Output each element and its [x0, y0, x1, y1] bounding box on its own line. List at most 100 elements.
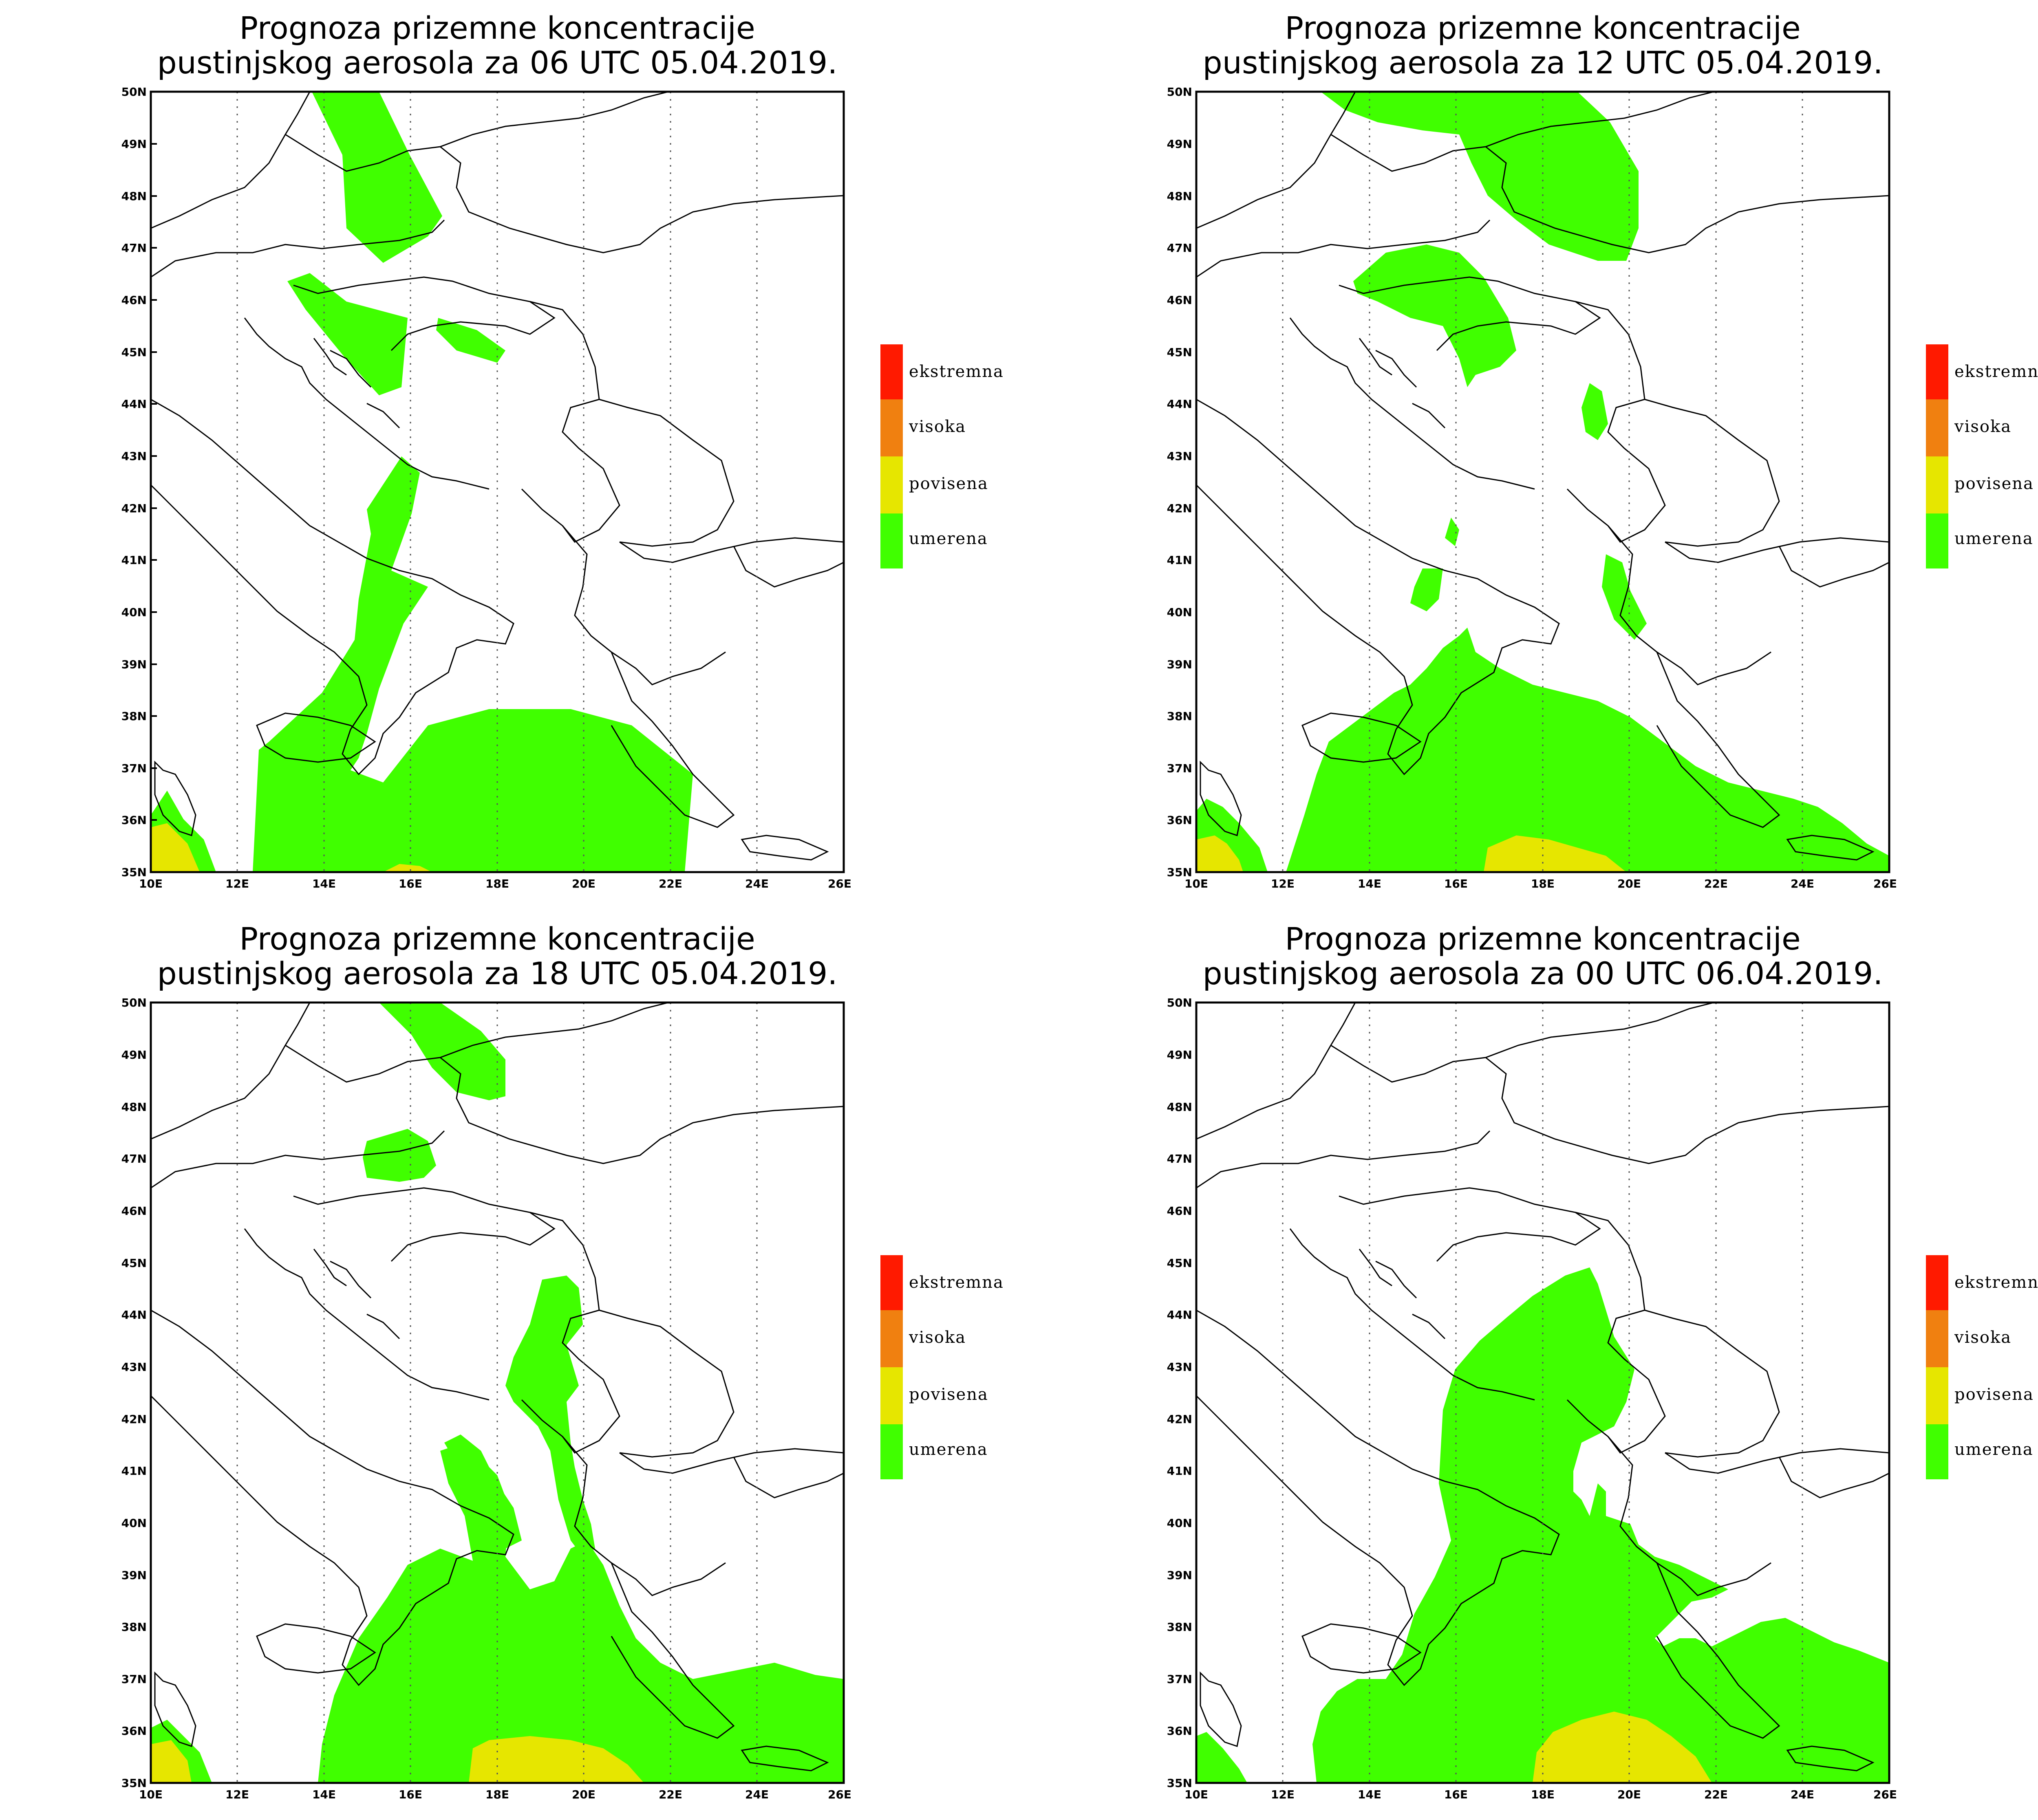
lat-tick-label: 43N — [1167, 1360, 1192, 1374]
legend: ekstremna visoka povisena umerena — [880, 344, 1003, 568]
aerosol-zone-moderate — [1196, 1732, 1247, 1783]
legend-swatch-extreme — [880, 344, 903, 399]
lon-tick-label: 12E — [225, 877, 249, 890]
lon-tick-label: 12E — [1271, 1788, 1295, 1801]
lat-tick-label: 42N — [121, 1412, 147, 1426]
lat-tick-label: 39N — [121, 658, 147, 671]
aerosol-zone-moderate — [1286, 628, 1889, 872]
legend-label-extreme: ekstremna — [1954, 362, 2038, 381]
aerosol-zone-elevated — [383, 864, 432, 872]
lat-axis: 35N 36N 37N 38N 39N 40N 41N 42N 43N 44N … — [121, 85, 157, 879]
lat-tick-label: 48N — [1167, 1100, 1192, 1114]
lon-tick-label: 10E — [1184, 1788, 1208, 1801]
lat-tick-label: 36N — [121, 813, 147, 827]
lat-tick-label: 41N — [121, 553, 147, 567]
aerosol-zone-moderate — [1410, 568, 1443, 611]
country-borders — [1196, 92, 1889, 861]
legend-label-elevated: povisena — [1954, 1385, 2034, 1404]
lon-axis: 10E 12E 14E 16E 18E 20E 22E 24E 26E — [1184, 1788, 1897, 1801]
aerosol-zone-elevated — [151, 1740, 192, 1783]
panel-4-title-line-1: Prognoza prizemne koncentracije — [1285, 921, 1801, 957]
lon-tick-label: 16E — [399, 1788, 422, 1801]
legend-label-elevated: povisena — [1954, 474, 2034, 493]
aerosol-zone-elevated — [1533, 1712, 1712, 1783]
lat-tick-label: 47N — [121, 1152, 147, 1166]
lat-tick-label: 47N — [1167, 1152, 1192, 1166]
lat-tick-label: 38N — [121, 709, 147, 723]
lon-tick-label: 14E — [312, 1788, 336, 1801]
lat-tick-label: 41N — [121, 1464, 147, 1478]
lon-tick-label: 22E — [659, 1788, 682, 1801]
panel-2-title-line-1: Prognoza prizemne koncentracije — [1285, 10, 1801, 46]
lat-tick-label: 39N — [121, 1569, 147, 1582]
lon-tick-label: 16E — [1444, 1788, 1468, 1801]
aerosol-zones — [1196, 92, 1889, 872]
lat-tick-label: 50N — [121, 85, 147, 99]
lon-gridlines — [236, 1003, 758, 1783]
lon-axis: 10E 12E 14E 16E 18E 20E 22E 24E 26E — [1184, 877, 1897, 890]
legend: ekstremna visoka povisena umerena — [880, 1255, 1003, 1479]
lat-tick-label: 50N — [121, 996, 147, 1009]
lon-tick-label: 14E — [1358, 1788, 1381, 1801]
lat-tick-label: 37N — [1167, 1672, 1192, 1686]
lat-tick-label: 44N — [121, 397, 147, 411]
lat-tick-label: 44N — [121, 1308, 147, 1322]
aerosol-zone-moderate — [379, 1003, 505, 1100]
panel-3-title-line-2: pustinjskog aerosola za 18 UTC 05.04.201… — [157, 955, 838, 992]
lon-gridlines — [1282, 1003, 1803, 1783]
lat-axis: 35N 36N 37N 38N 39N 40N 41N 42N 43N 44N … — [121, 996, 147, 1790]
lat-tick-label: 45N — [1167, 346, 1192, 359]
lat-tick-label: 40N — [1167, 1516, 1192, 1530]
map-frame — [150, 1001, 845, 1784]
legend-swatch-high — [880, 1310, 903, 1367]
aerosol-zone-moderate — [363, 1129, 436, 1182]
country-borders — [151, 1003, 844, 1772]
aerosol-zone-elevated — [469, 1736, 644, 1783]
lat-tick-label: 50N — [1167, 996, 1192, 1009]
lon-tick-label: 26E — [828, 877, 851, 890]
lat-tick-label: 44N — [1167, 397, 1192, 411]
legend-label-moderate: umerena — [1954, 1440, 2034, 1459]
lon-gridlines — [236, 92, 758, 872]
lat-tick-label: 36N — [1167, 813, 1192, 827]
legend-swatch-extreme — [1926, 1255, 1948, 1310]
aerosol-zones — [1196, 1267, 1889, 1783]
lon-tick-label: 20E — [1617, 1788, 1641, 1801]
lon-tick-label: 16E — [399, 877, 422, 890]
lat-tick-label: 42N — [1167, 502, 1192, 515]
lat-tick-label: 46N — [1167, 1204, 1192, 1218]
map-frame — [1195, 1001, 1890, 1784]
aerosol-zones — [151, 92, 693, 872]
lat-tick-label: 40N — [121, 606, 147, 619]
map-frame — [150, 90, 845, 873]
aerosol-zone-moderate — [1451, 1540, 1459, 1573]
lat-tick-label: 42N — [121, 502, 147, 515]
lon-axis: 10E 12E 14E 16E 18E 20E 22E 24E 26E — [139, 1788, 851, 1801]
lat-tick-label: 43N — [121, 449, 147, 463]
lat-axis: 35N 36N 37N 38N 39N 40N 41N 42N 43N 44N … — [1167, 996, 1192, 1790]
lat-tick-label: 49N — [1167, 1048, 1192, 1062]
lat-tick-label: 49N — [121, 137, 147, 151]
legend-swatch-elevated — [1926, 1367, 1948, 1424]
aerosol-zone-moderate — [1312, 1267, 1889, 1783]
map-frame — [1195, 90, 1890, 873]
legend-label-high: visoka — [1954, 1328, 2012, 1347]
aerosol-zone-moderate — [1602, 554, 1647, 640]
aerosol-zone-moderate — [287, 273, 408, 395]
lon-gridlines — [1282, 92, 1803, 872]
lat-tick-label: 39N — [1167, 1569, 1192, 1582]
lon-tick-label: 18E — [1531, 877, 1555, 890]
lon-tick-label: 22E — [1704, 877, 1728, 890]
lat-tick-label: 49N — [1167, 137, 1192, 151]
lat-tick-label: 47N — [1167, 241, 1192, 255]
lat-tick-label: 46N — [121, 1204, 147, 1218]
lat-tick-label: 42N — [1167, 1412, 1192, 1426]
aerosol-zone-moderate — [1353, 245, 1516, 387]
lat-tick-label: 37N — [121, 762, 147, 775]
legend-label-high: visoka — [909, 1328, 966, 1347]
lon-tick-label: 22E — [1704, 1788, 1728, 1801]
aerosol-zones — [151, 1003, 844, 1783]
aerosol-zone-elevated — [151, 823, 200, 872]
lat-tick-label: 50N — [1167, 85, 1192, 99]
lon-tick-label: 24E — [745, 877, 769, 890]
